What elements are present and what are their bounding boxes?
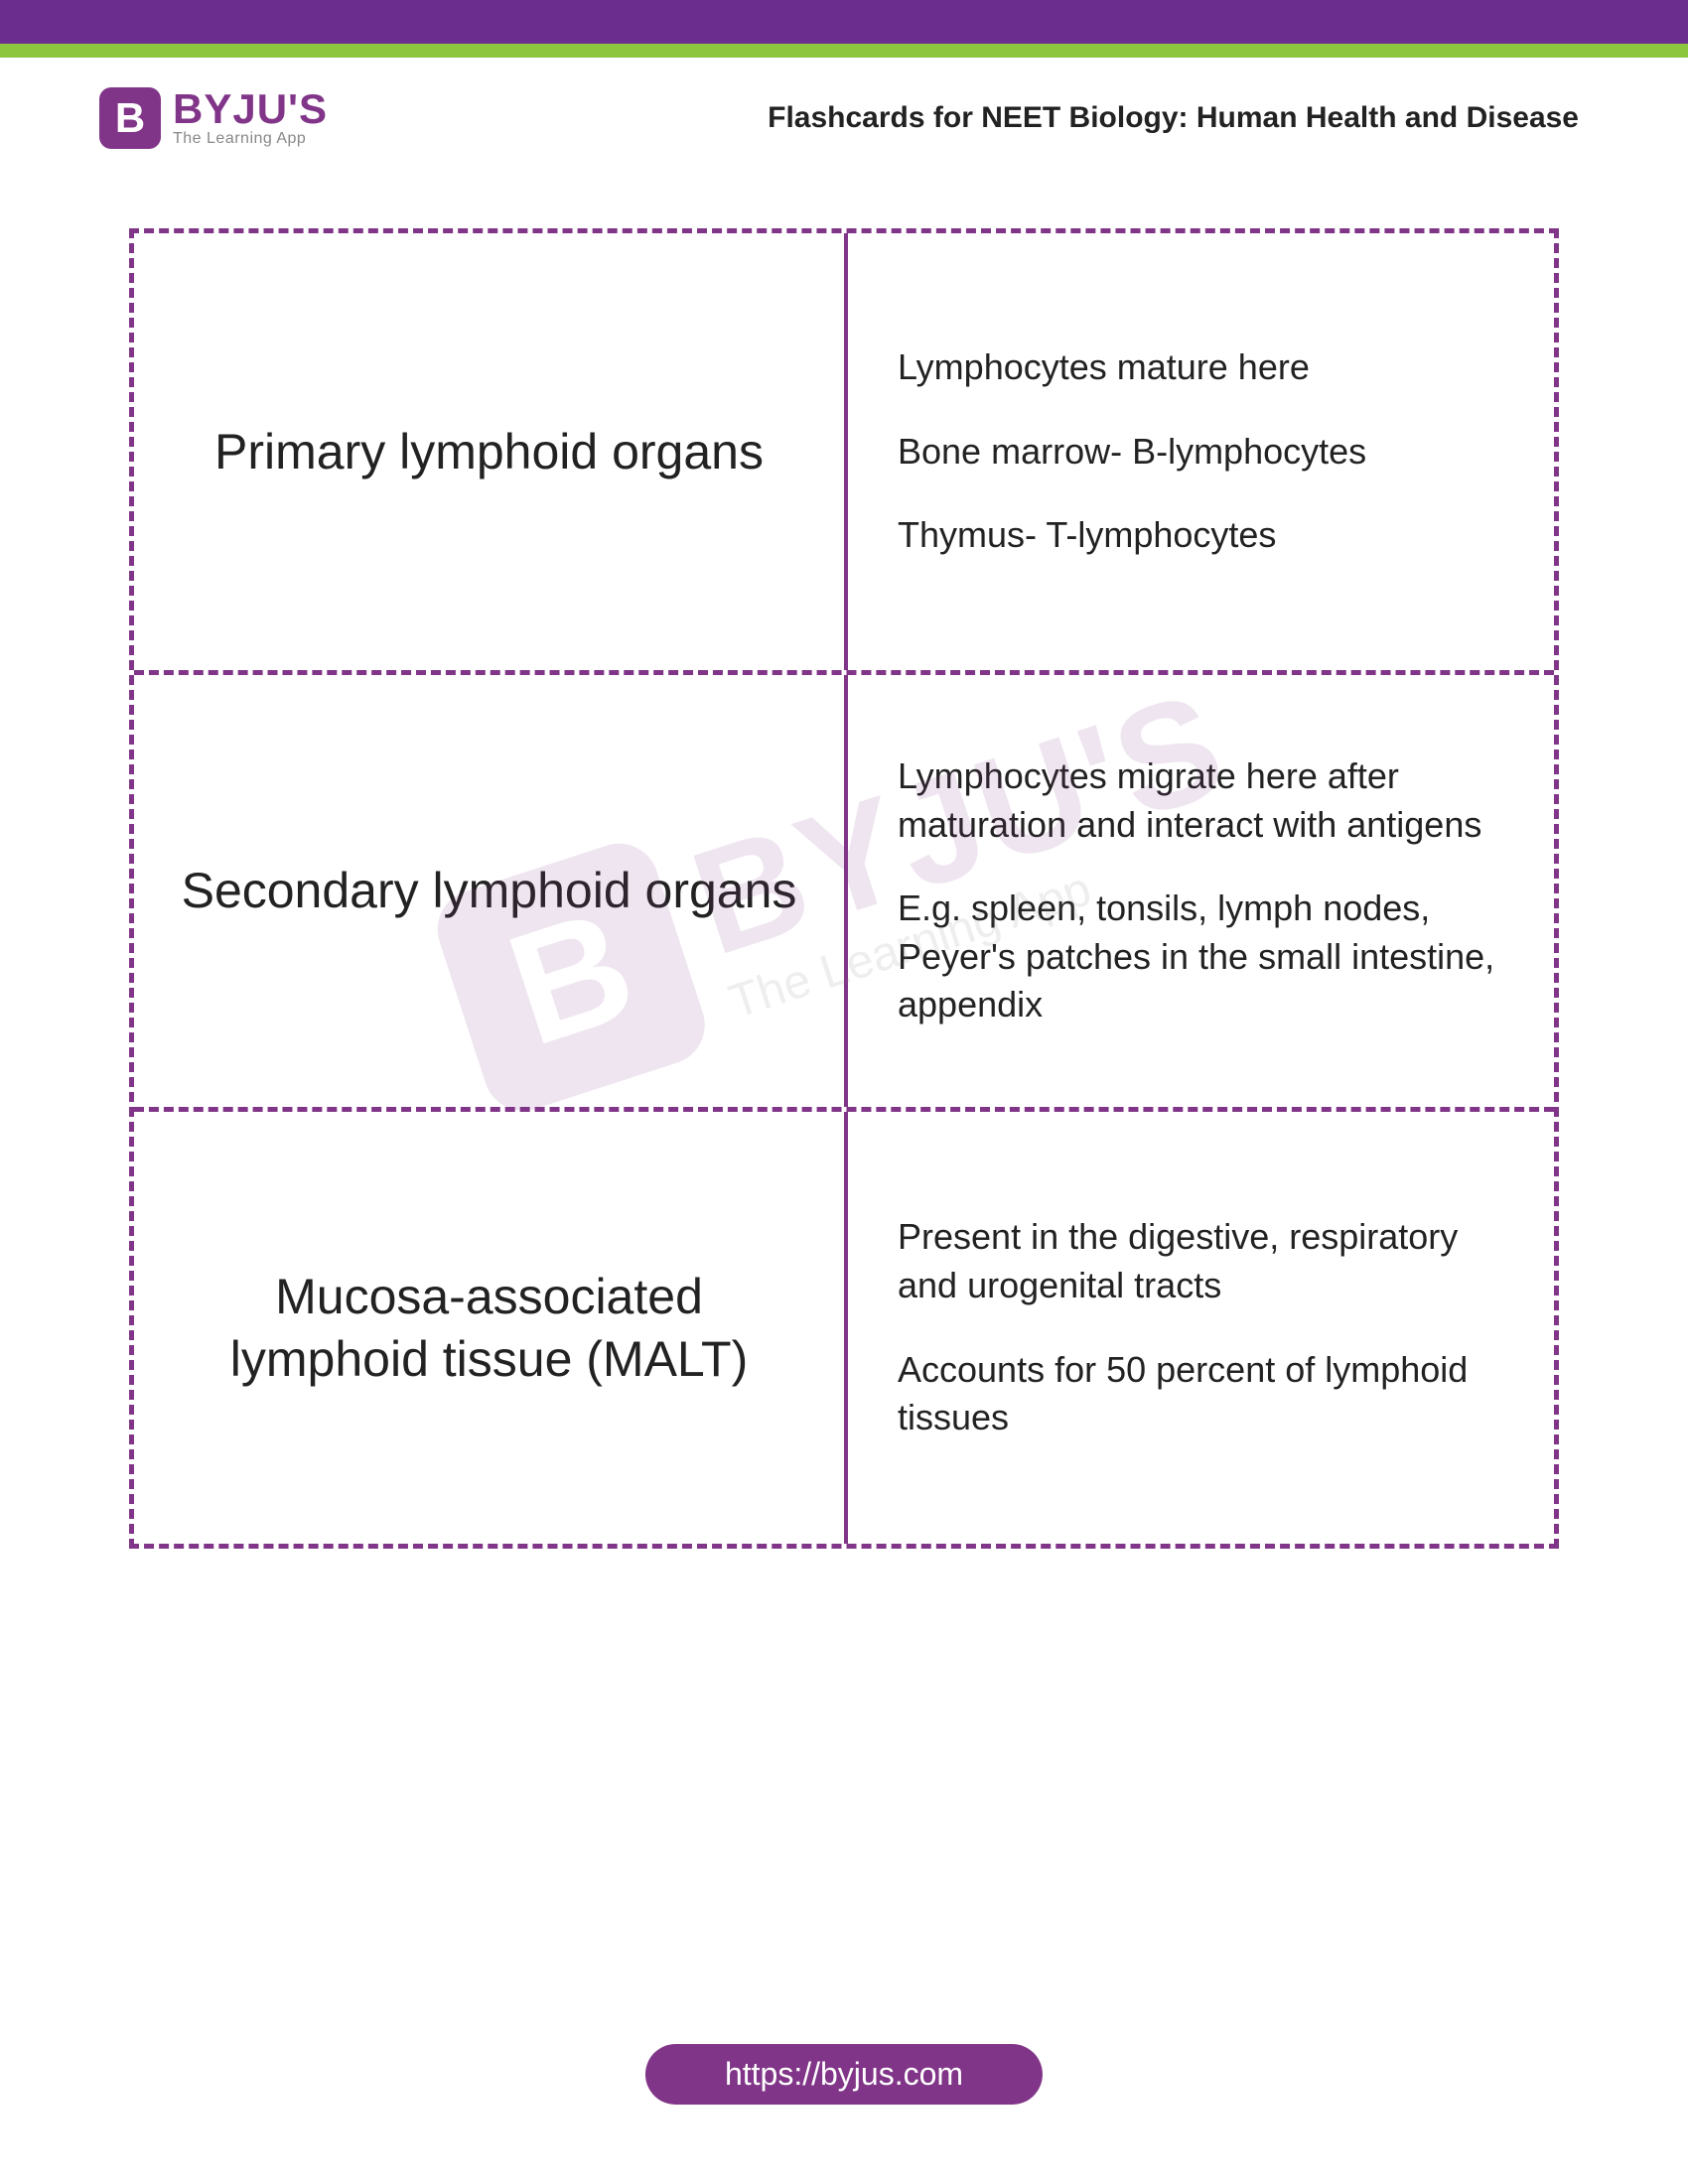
flashcard-term: Primary lymphoid organs: [134, 233, 844, 670]
logo-text: BYJU'S The Learning App: [173, 88, 328, 148]
flashcard-definition: Present in the digestive, respiratory an…: [844, 1112, 1554, 1544]
brand-name: BYJU'S: [173, 88, 328, 130]
flashcard-term: Mucosa-associated lymphoid tissue (MALT): [134, 1112, 844, 1544]
flashcard-point: Present in the digestive, respiratory an…: [898, 1213, 1504, 1309]
logo-badge-icon: B: [99, 87, 161, 149]
brand-tagline: The Learning App: [173, 130, 328, 148]
flashcard-point: Lymphocytes migrate here after maturatio…: [898, 752, 1504, 849]
brand-logo: B BYJU'S The Learning App: [99, 87, 328, 149]
flashcard-grid: B BYJU'S The Learning App Primary lympho…: [129, 228, 1559, 1549]
flashcard-definition: Lymphocytes mature here Bone marrow- B-l…: [844, 233, 1554, 670]
flashcard-definition: Lymphocytes migrate here after maturatio…: [844, 675, 1554, 1107]
header: B BYJU'S The Learning App Flashcards for…: [0, 58, 1688, 169]
flashcard-point: Thymus- T-lymphocytes: [898, 511, 1504, 560]
page-title: Flashcards for NEET Biology: Human Healt…: [328, 101, 1589, 135]
accent-strip: [0, 44, 1688, 58]
footer-url: https://byjus.com: [645, 2044, 1043, 2105]
flashcard-term: Secondary lymphoid organs: [134, 675, 844, 1107]
flashcard-point: Accounts for 50 percent of lymphoid tiss…: [898, 1346, 1504, 1442]
flashcard-row: Mucosa-associated lymphoid tissue (MALT)…: [134, 1107, 1554, 1544]
flashcard-row: Primary lymphoid organs Lymphocytes matu…: [134, 233, 1554, 670]
flashcard-point: E.g. spleen, tonsils, lymph nodes, Peyer…: [898, 885, 1504, 1029]
flashcard-point: Lymphocytes mature here: [898, 343, 1504, 392]
flashcard-point: Bone marrow- B-lymphocytes: [898, 428, 1504, 477]
flashcard-row: Secondary lymphoid organs Lymphocytes mi…: [134, 670, 1554, 1107]
top-banner: [0, 0, 1688, 44]
